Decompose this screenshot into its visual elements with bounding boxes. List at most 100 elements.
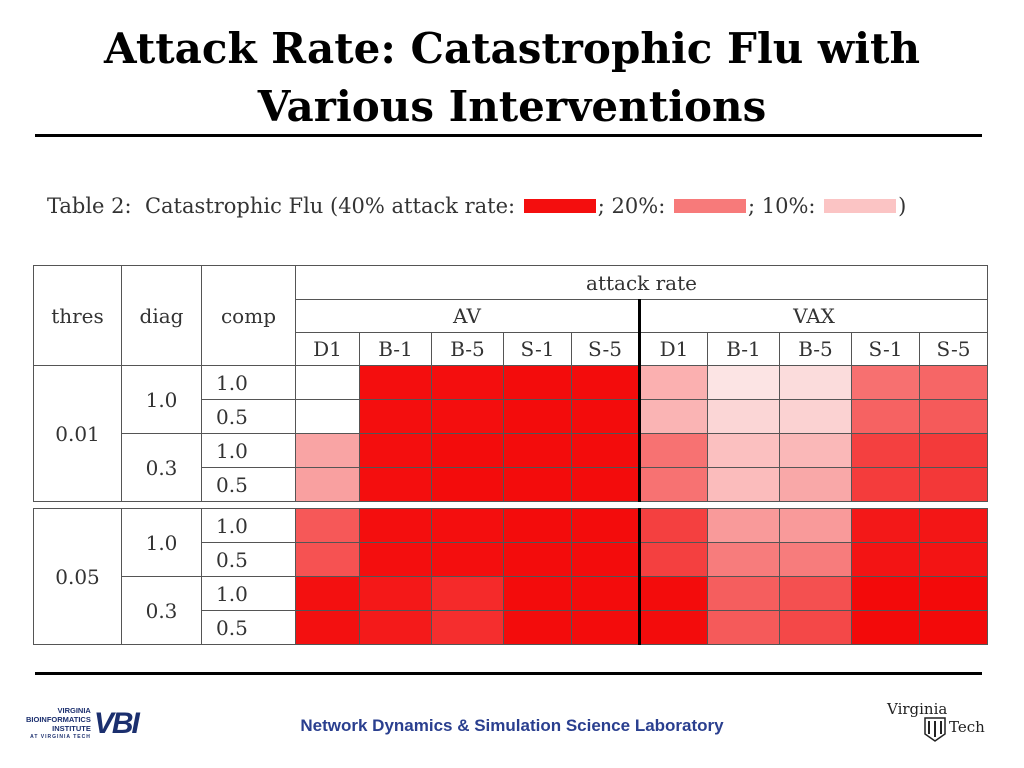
vbi-logo-text: VIRGINIA BIOINFORMATICS INSTITUTE AT VIR… <box>26 706 91 742</box>
heatmap-cell <box>295 433 360 468</box>
heatmap-cell <box>571 508 640 543</box>
heatmap-cell <box>359 467 432 502</box>
heatmap-cell <box>295 576 360 611</box>
heatmap-cell <box>431 433 504 468</box>
heatmap-cell <box>295 399 360 434</box>
heatmap-cell <box>638 467 708 502</box>
vt-emblem-icon <box>924 717 946 742</box>
heatmap-cell <box>638 433 708 468</box>
heatmap-cell <box>638 365 708 400</box>
caption-sep2: ; 10%: <box>747 194 823 218</box>
heatmap-cell <box>851 542 920 577</box>
vbi-text-line: BIOINFORMATICS <box>26 715 91 724</box>
heatmap-cell <box>359 610 432 645</box>
heatmap-cell <box>919 433 988 468</box>
comp-cell: 1.0 <box>201 365 296 400</box>
heatmap-cell <box>919 467 988 502</box>
header-vax-col: S-1 <box>851 332 920 366</box>
heatmap-cell <box>707 576 780 611</box>
heatmap-cell <box>431 576 504 611</box>
header-vax: VAX <box>638 299 988 333</box>
legend-swatch-40 <box>523 199 596 213</box>
header-av-col: D1 <box>295 332 360 366</box>
vbi-logo: VIRGINIA BIOINFORMATICS INSTITUTE AT VIR… <box>26 706 140 742</box>
lab-name: Network Dynamics & Simulation Science La… <box>300 716 724 735</box>
heatmap-cell <box>503 365 572 400</box>
heatmap-cell <box>431 365 504 400</box>
heatmap-cell <box>503 576 572 611</box>
comp-cell: 1.0 <box>201 576 296 611</box>
heatmap-cell <box>707 508 780 543</box>
header-av-col: S-1 <box>503 332 572 366</box>
table-row: 0.05 1.0 1.0 <box>33 508 988 645</box>
heatmap-cell <box>571 433 640 468</box>
slide-title: Attack Rate: Catastrophic Flu with Vario… <box>0 20 1024 136</box>
top-rule <box>35 134 982 137</box>
heatmap-cell <box>779 508 852 543</box>
heatmap-cell <box>295 610 360 645</box>
table-caption: Table 2: Catastrophic Flu (40% attack ra… <box>47 194 906 218</box>
heatmap-cell <box>295 542 360 577</box>
heatmap-cell <box>919 365 988 400</box>
header-attack-rate: attack rate <box>295 265 988 300</box>
vbi-text-line: VIRGINIA <box>57 706 91 715</box>
heatmap-cell <box>638 542 708 577</box>
vbi-text-line: INSTITUTE <box>52 724 91 733</box>
table-row: 0.5 <box>34 542 988 577</box>
header-vax-col: B-1 <box>707 332 780 366</box>
header-av: AV <box>295 299 640 333</box>
heatmap-cell <box>571 576 640 611</box>
heatmap-cell <box>571 365 640 400</box>
heatmap-cell <box>503 610 572 645</box>
heatmap-cell <box>638 576 708 611</box>
virginia-tech-logo: Virginia Tech <box>885 700 995 748</box>
vbi-mark: VBI <box>93 707 140 740</box>
heatmap-cell <box>359 433 432 468</box>
attack-rate-table: thres diag comp attack rate AV VAX D1 B-… <box>33 265 988 645</box>
heatmap-cell <box>571 467 640 502</box>
legend-swatch-20 <box>673 199 746 213</box>
heatmap-cell <box>638 399 708 434</box>
vbi-text-line: AT VIRGINIA TECH <box>30 734 91 740</box>
heatmap-cell <box>707 467 780 502</box>
header-vax-col: D1 <box>638 332 708 366</box>
header-vax-col: S-5 <box>919 332 988 366</box>
heatmap-cell <box>851 365 920 400</box>
heatmap-cell <box>359 576 432 611</box>
header-comp: comp <box>201 265 296 366</box>
header-diag: diag <box>121 265 202 366</box>
vt-logo-line2: Tech <box>949 718 985 736</box>
heatmap-cell <box>707 433 780 468</box>
diag-cell: 1.0 <box>121 508 202 577</box>
heatmap-cell <box>359 508 432 543</box>
heatmap-cell <box>359 399 432 434</box>
heatmap-cell <box>707 399 780 434</box>
diag-cell: 0.3 <box>121 576 202 645</box>
slide-title-line1: Attack Rate: Catastrophic Flu with <box>104 24 920 73</box>
heatmap-cell <box>503 433 572 468</box>
heatmap-cell <box>295 365 360 400</box>
heatmap-cell <box>359 365 432 400</box>
thres-cell: 0.01 <box>33 365 122 502</box>
heatmap-cell <box>779 433 852 468</box>
heatmap-cell <box>503 399 572 434</box>
heatmap-cell <box>707 542 780 577</box>
bottom-rule <box>35 672 982 675</box>
diag-cell: 1.0 <box>121 365 202 434</box>
thres-cell: 0.05 <box>33 508 122 645</box>
header-av-col: B-1 <box>359 332 432 366</box>
heatmap-cell <box>571 610 640 645</box>
heatmap-cell <box>851 576 920 611</box>
heatmap-cell <box>779 365 852 400</box>
heatmap-cell <box>779 576 852 611</box>
heatmap-cell <box>295 467 360 502</box>
heatmap-cell <box>851 467 920 502</box>
comp-cell: 0.5 <box>201 542 296 577</box>
heatmap-cell <box>851 610 920 645</box>
comp-cell: 1.0 <box>201 508 296 543</box>
heatmap-cell <box>919 542 988 577</box>
block-gap-cell <box>33 501 988 509</box>
table-row: 0.5 <box>34 467 988 502</box>
heatmap-cell <box>571 542 640 577</box>
heatmap-cell <box>919 610 988 645</box>
